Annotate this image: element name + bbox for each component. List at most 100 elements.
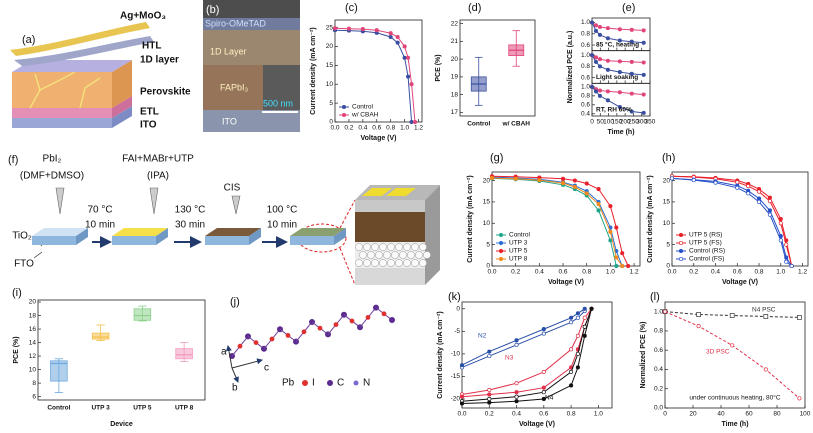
perovskite-side: [112, 60, 132, 108]
y-tick-label: 10: [663, 220, 671, 227]
data-point: [620, 263, 625, 269]
data-point: [537, 178, 542, 183]
iodine-atom: [381, 311, 387, 317]
data-point: [513, 176, 518, 181]
step-label: 100 °C: [267, 205, 298, 216]
x-tick-label: 1.2: [798, 269, 807, 276]
x-tick-label: 0.6: [539, 411, 548, 418]
plot-frame: [491, 171, 641, 267]
data-point: [589, 306, 594, 311]
etl-layer: [12, 108, 112, 118]
nanoparticle: [379, 243, 387, 251]
x-tick-label: 250: [628, 119, 639, 126]
pipette: [231, 195, 241, 215]
series-line: [334, 29, 413, 123]
data-point: [756, 199, 762, 204]
legend-label: UTP 5 (FS): [689, 240, 722, 247]
x-tick-label: 100: [800, 411, 811, 418]
panel-label: (j): [230, 296, 240, 308]
x-tick-label: 0.4: [711, 269, 720, 276]
data-point: [541, 327, 546, 332]
substrate-top: [32, 228, 88, 236]
data-point: [388, 31, 393, 36]
legend-marker: [498, 248, 504, 254]
data-point: [756, 189, 762, 194]
legend-marker: [498, 240, 504, 246]
nanoparticle: [419, 243, 427, 251]
panel-label: (l): [650, 291, 660, 303]
y-tick-label: 14: [29, 339, 37, 346]
box: [175, 348, 193, 360]
y-tick-label: 20: [29, 299, 37, 306]
y-tick-label: 25: [326, 24, 334, 31]
layer-label: ETL: [140, 107, 159, 118]
x-tick-label: UTP 3: [91, 405, 110, 412]
x-tick-label: 1.0: [594, 411, 603, 418]
nanoparticle: [387, 243, 395, 251]
axis-arrow: [225, 345, 233, 369]
x-tick-label: 1.0: [776, 269, 785, 276]
legend-swatch: [353, 380, 359, 386]
data-point: [569, 369, 574, 374]
data-point: [346, 26, 351, 31]
y-axis-label: PCE (%): [13, 336, 20, 363]
y-axis-label: Current density (mA cm⁻²): [437, 311, 444, 398]
data-point: [597, 24, 603, 30]
nanoparticle: [391, 251, 399, 259]
data-point: [614, 255, 619, 260]
legend-marker: [678, 248, 684, 254]
y-tick-label: 0.8: [581, 63, 590, 70]
data-point: [409, 82, 414, 87]
substrate-side: [334, 228, 346, 245]
ito-side: [112, 106, 132, 128]
data-point: [617, 38, 622, 43]
data-point: [572, 178, 577, 183]
legend-label: Control (FS): [689, 256, 724, 263]
y-tick-label: 5: [329, 100, 333, 107]
nanoparticle: [423, 251, 431, 259]
legend-marker: [341, 112, 347, 118]
nanoparticle: [395, 259, 403, 267]
data-point: [629, 91, 634, 96]
nanoparticle: [407, 251, 415, 259]
nanoparticle: [355, 243, 363, 251]
nanoparticles: [355, 243, 431, 267]
data-point: [614, 225, 619, 230]
data-point: [560, 181, 566, 186]
data-point: [589, 53, 595, 58]
data-point: [487, 349, 492, 354]
y-axis-label: Normalized PCE (%): [640, 322, 647, 389]
x-axis-label: Voltage (V): [519, 421, 555, 428]
y-tick-label: 15: [663, 199, 671, 206]
y-tick-label: 0.4: [654, 366, 663, 373]
nanoparticle: [399, 251, 407, 259]
y-tick-label: 0: [486, 263, 490, 270]
data-point: [487, 396, 492, 402]
y-tick-label: 1.0: [581, 19, 590, 26]
data-point: [713, 180, 718, 185]
iodine-atom: [285, 333, 291, 338]
y-tick-label: 1.0: [654, 308, 663, 315]
legend-label: Control: [509, 232, 531, 239]
data-point: [617, 27, 622, 32]
x-tick-label: 0.8: [582, 269, 591, 276]
iodine-atom: [317, 325, 323, 331]
electrode: [386, 188, 416, 196]
x-tick-label: 0.6: [559, 269, 568, 276]
box: [133, 308, 152, 321]
panel-label: (c): [345, 2, 358, 14]
panel-label: (h): [662, 152, 675, 164]
data-point: [593, 23, 599, 28]
y-tick-label: 20: [326, 43, 334, 50]
y-tick-label: 16: [29, 326, 37, 333]
data-point: [569, 320, 574, 325]
data-point: [596, 187, 601, 192]
nanoparticle: [363, 259, 371, 267]
data-point: [597, 57, 603, 62]
data-point: [608, 229, 613, 234]
legend-label: UTP 8: [509, 256, 528, 263]
y-tick-label: 0.0: [654, 405, 663, 412]
data-point: [617, 90, 622, 95]
x-axis-label: Time (h): [721, 421, 748, 428]
nanoparticle: [383, 251, 391, 259]
